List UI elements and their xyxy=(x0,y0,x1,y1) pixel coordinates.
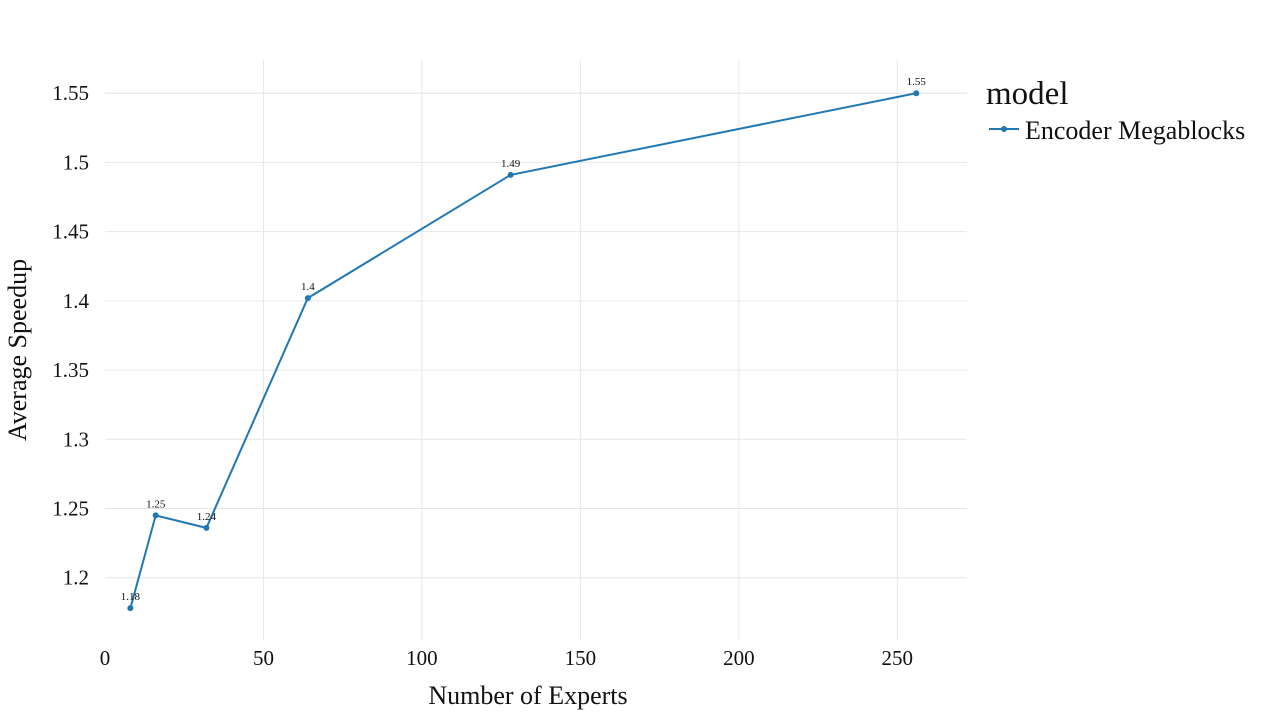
x-tick-label: 150 xyxy=(565,646,597,670)
horizontal-gridlines xyxy=(105,92,967,579)
x-tick-label: 0 xyxy=(100,646,111,670)
data-label: 1.55 xyxy=(907,76,927,88)
x-tick-label: 50 xyxy=(253,646,274,670)
legend-title: model xyxy=(986,76,1068,112)
y-tick-label: 1.55 xyxy=(52,81,89,105)
y-tick-label: 1.45 xyxy=(52,220,89,244)
y-tick-label: 1.2 xyxy=(63,566,89,590)
data-label: 1.49 xyxy=(501,158,521,170)
data-point xyxy=(507,171,514,178)
x-axis-title: Number of Experts xyxy=(428,681,627,710)
x-tick-label: 100 xyxy=(406,646,438,670)
series-layer xyxy=(127,90,920,612)
y-tick-label: 1.25 xyxy=(52,496,89,520)
data-label: 1.25 xyxy=(146,498,166,510)
legend: model Encoder Megablocks xyxy=(986,76,1245,145)
x-tick-label: 250 xyxy=(882,646,914,670)
vertical-gridlines xyxy=(262,60,898,640)
y-tick-label: 1.35 xyxy=(52,358,89,382)
y-tick-label: 1.3 xyxy=(63,427,89,451)
data-label: 1.24 xyxy=(197,511,217,523)
data-label: 1.4 xyxy=(301,281,315,293)
legend-label-encoder-megablocks: Encoder Megablocks xyxy=(1025,116,1245,145)
data-point xyxy=(127,605,134,612)
data-label: 1.18 xyxy=(121,591,141,603)
y-axis-tick-labels: 1.2 1.25 1.3 1.35 1.4 1.45 1.5 1.55 xyxy=(52,81,89,589)
x-axis-tick-labels: 0 50 100 150 200 250 xyxy=(100,646,913,670)
data-point xyxy=(913,90,920,97)
data-point xyxy=(152,512,159,519)
x-tick-label: 200 xyxy=(723,646,755,670)
y-axis-title: Average Speedup xyxy=(3,259,32,441)
data-labels: 1.18 1.25 1.24 1.4 1.49 1.55 xyxy=(121,76,927,603)
data-point xyxy=(203,524,210,531)
legend-marker-swatch xyxy=(1001,126,1007,132)
data-point xyxy=(304,295,311,302)
y-tick-label: 1.5 xyxy=(63,150,89,174)
series-line xyxy=(129,92,917,609)
y-tick-label: 1.4 xyxy=(63,289,90,313)
